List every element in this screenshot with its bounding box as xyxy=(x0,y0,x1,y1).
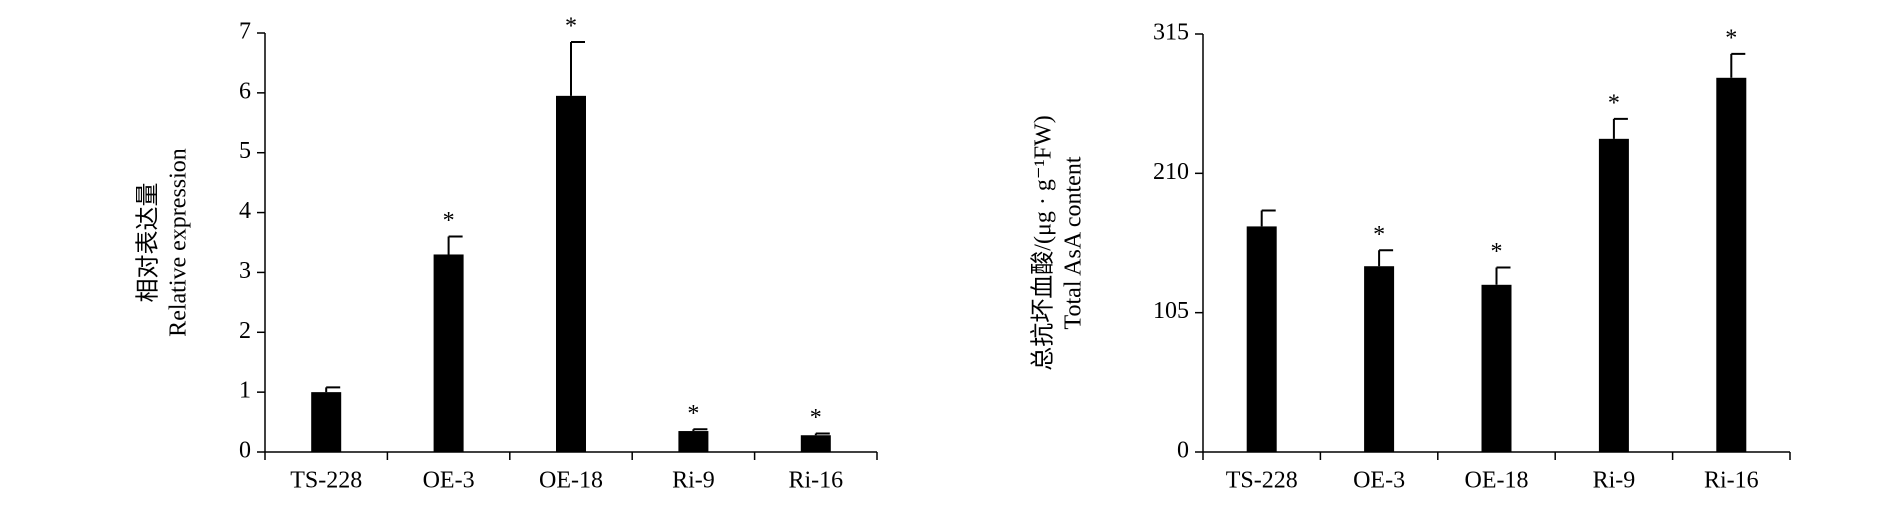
x-tick-label: Ri-16 xyxy=(1704,468,1759,494)
y-tick-label: 210 xyxy=(1153,159,1189,185)
significance-mark: * xyxy=(1725,25,1737,51)
y-tick-label: 315 xyxy=(1153,20,1189,46)
bar xyxy=(433,254,464,452)
bar xyxy=(311,392,342,452)
x-tick-label: TS-228 xyxy=(1226,468,1298,494)
error-bar xyxy=(570,40,585,96)
significance-mark: * xyxy=(1491,239,1503,265)
chart: 0 105 210 315 总抗坏血酸/(μg · g⁻¹FW) Total AsA co… xyxy=(1030,20,1791,494)
y-tick-label: 6 xyxy=(239,78,251,104)
significance-mark: * xyxy=(443,208,455,234)
error-bar xyxy=(1378,249,1394,267)
error-bar xyxy=(325,386,341,393)
y-tick-label: 3 xyxy=(239,258,251,284)
bar xyxy=(1716,77,1747,453)
error-bar xyxy=(1260,209,1276,227)
bar xyxy=(1598,138,1629,453)
error-bar xyxy=(1495,266,1511,285)
y-tick-label: 0 xyxy=(1177,438,1189,464)
y-tick-label: 4 xyxy=(239,198,251,224)
x-tick-label: Ri-9 xyxy=(672,468,715,494)
bar xyxy=(1481,284,1512,452)
x-tick-label: Ri-16 xyxy=(788,468,843,494)
error-bar xyxy=(447,235,463,255)
y-tick-label: 1 xyxy=(239,378,251,404)
y-tick-label: 2 xyxy=(239,318,251,344)
significance-mark: * xyxy=(810,405,822,431)
y-tick-label: 7 xyxy=(239,19,251,45)
y-axis-label: 相对表达量 xyxy=(135,183,162,303)
significance-mark: * xyxy=(565,13,577,39)
error-bar xyxy=(814,432,830,436)
significance-mark: * xyxy=(687,401,699,427)
x-tick-label: OE-3 xyxy=(423,468,475,494)
y-tick-label: 105 xyxy=(1153,298,1189,324)
y-tick-label: 5 xyxy=(239,138,251,164)
bar xyxy=(1246,226,1277,452)
x-tick-label: OE-3 xyxy=(1353,468,1405,494)
x-tick-label: Ri-9 xyxy=(1593,468,1636,494)
y-axis-label: Relative expression xyxy=(166,148,192,337)
significance-mark: * xyxy=(1373,222,1385,248)
x-tick-label: TS-228 xyxy=(290,468,362,494)
significance-mark: * xyxy=(1608,90,1620,116)
bar xyxy=(556,95,586,452)
x-tick-label: OE-18 xyxy=(1465,468,1529,494)
chart: 0 1 2 3 4 5 6 7 相对表达量 Relative expression TS-228 OE… xyxy=(135,13,878,494)
error-bar xyxy=(1730,52,1746,78)
y-axis-label: Total AsA content xyxy=(1061,156,1087,329)
error-bar xyxy=(1612,117,1628,139)
y-axis-label: 总抗坏血酸/(μg · g⁻¹FW) xyxy=(1030,115,1057,370)
x-tick-label: OE-18 xyxy=(539,468,603,494)
y-tick-label: 0 xyxy=(239,438,251,464)
bar xyxy=(1364,266,1395,452)
error-bar xyxy=(692,428,708,432)
bar xyxy=(800,435,831,452)
bar xyxy=(678,431,709,452)
